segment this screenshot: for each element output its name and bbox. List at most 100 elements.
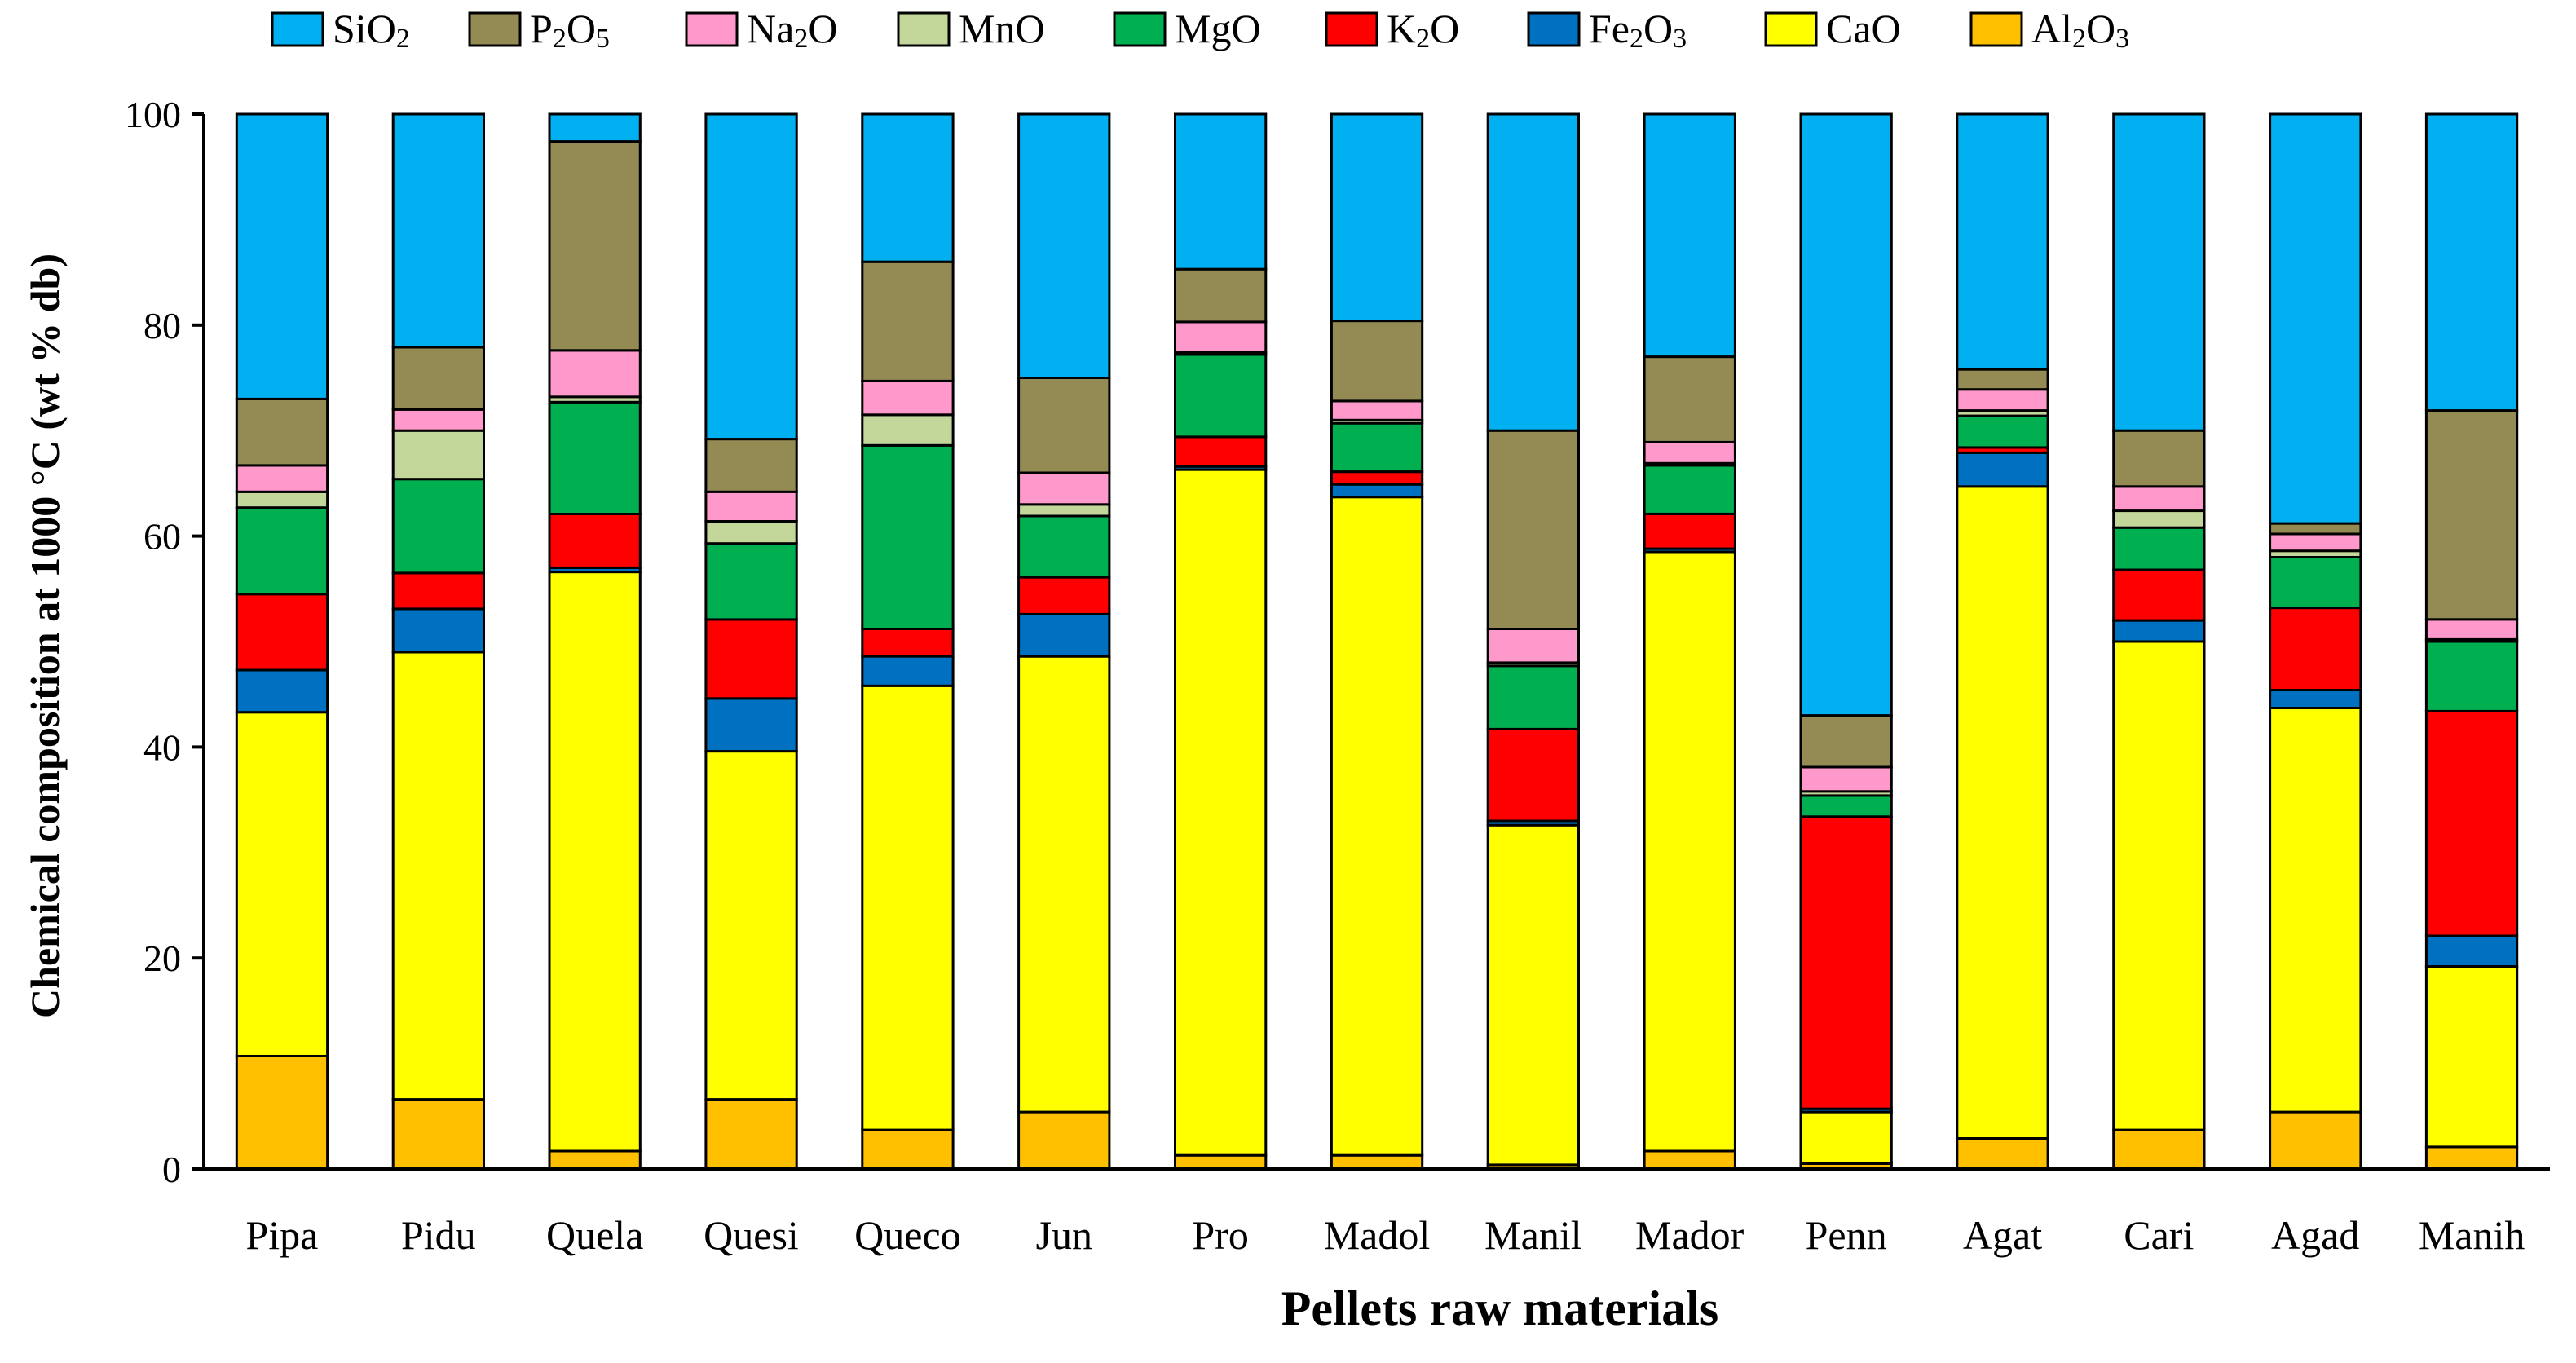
bar-segment-mgo-queco [861, 443, 955, 630]
bar-stack-agad [2269, 112, 2362, 1171]
x-tick-label: Penn [1806, 1212, 1887, 1258]
bar-segment-mgo-agad [2269, 556, 2362, 610]
bar-segment-p2o5-cari [2112, 429, 2206, 488]
bar-segment-p2o5-quesi [704, 438, 798, 493]
bar-segment-na2o-pidu [391, 408, 486, 432]
bar-segment-k2o-manih [2424, 709, 2519, 937]
y-tick-label: 0 [162, 1149, 181, 1190]
bar-segment-k2o-penn [1799, 815, 1893, 1110]
x-tick-label: Mador [1635, 1212, 1745, 1258]
bar-stack-quela [548, 112, 642, 1171]
bar-segment-na2o-cari [2112, 485, 2206, 513]
bar-segment-na2o-madol [1330, 399, 1424, 421]
bar-segment-sio2-manih [2424, 112, 2519, 412]
x-tick-labels: Pipa Pidu Quela Quesi Queco Jun Pro Madol Manil M… [245, 1212, 2525, 1258]
bar-segment-al2o3-mador [1643, 1149, 1736, 1171]
x-tick-label: Pipa [245, 1212, 318, 1258]
bar-segment-fe2o3-agad [2269, 689, 2362, 709]
y-tick-label: 20 [143, 937, 181, 979]
bar-stack-manil [1486, 112, 1580, 1171]
bar-segment-p2o5-pro [1174, 267, 1268, 324]
x-tick-label: Manih [2419, 1212, 2525, 1258]
bar-segment-k2o-madol [1330, 470, 1424, 486]
y-tick-label: 40 [143, 726, 181, 768]
legend-label: Al2O3 [2031, 6, 2129, 54]
legend-swatch [1527, 11, 1581, 47]
legend-swatch [271, 11, 324, 47]
bar-segment-mgo-pidu [391, 478, 486, 575]
bar-segment-sio2-pipa [235, 112, 329, 400]
y-axis-title: Chemical composition at 1000 °C (wt % db… [22, 254, 68, 1018]
legend-item-na2o: Na2O [685, 6, 837, 54]
bar-segment-p2o5-pipa [235, 397, 329, 467]
bar-segment-p2o5-penn [1799, 714, 1893, 769]
legend-label: MnO [959, 6, 1045, 51]
bar-segment-mgo-jun [1017, 514, 1111, 579]
legend-swatch [1969, 11, 2023, 47]
bar-segment-cao-manih [2424, 965, 2519, 1149]
bar-segment-cao-pipa [235, 711, 329, 1057]
bar-segment-k2o-quela [548, 512, 642, 569]
bar-segment-k2o-quesi [704, 618, 798, 700]
bar-segment-al2o3-manih [2424, 1145, 2519, 1171]
bar-stack-penn [1799, 112, 1893, 1171]
legend-label: Fe2O3 [1589, 6, 1687, 54]
bar-segment-cao-penn [1799, 1110, 1893, 1165]
bar-segment-sio2-jun [1017, 112, 1111, 379]
bar-stack-agat [1956, 112, 2049, 1171]
bar-segment-al2o3-pro [1174, 1153, 1268, 1171]
bar-segment-k2o-queco [861, 628, 955, 658]
bar-stack-mador [1643, 112, 1736, 1171]
bar-segment-p2o5-manil [1486, 429, 1580, 631]
bar-segment-cao-madol [1330, 496, 1424, 1157]
bar-segment-cao-manil [1486, 823, 1580, 1167]
bar-segment-cao-pro [1174, 468, 1268, 1157]
legend-item-sio2: SiO2 [271, 6, 410, 54]
legend-item-cao: CaO [1764, 6, 1901, 51]
legend-item-al2o3: Al2O3 [1969, 6, 2129, 54]
bar-segment-fe2o3-agat [1956, 451, 2049, 488]
bar-segment-p2o5-quela [548, 140, 642, 352]
bar-segment-mgo-madol [1330, 421, 1424, 474]
bar-segment-mno-queco [861, 413, 955, 447]
legend-swatch [1113, 11, 1167, 47]
bar-segment-na2o-pro [1174, 320, 1268, 354]
bar-segment-k2o-pro [1174, 435, 1268, 468]
bar-segment-p2o5-queco [861, 260, 955, 382]
bar-segment-mno-cari [2112, 509, 2206, 529]
x-tick-label: Pidu [401, 1212, 476, 1258]
bar-segment-sio2-manil [1486, 112, 1580, 432]
bar-segment-mgo-manil [1486, 664, 1580, 730]
bar-segment-p2o5-pidu [391, 346, 486, 411]
bar-segment-cao-cari [2112, 640, 2206, 1131]
bar-segment-p2o5-jun [1017, 377, 1111, 474]
x-axis-title: Pellets raw materials [1281, 1281, 1718, 1335]
legend-swatch [1764, 11, 1818, 47]
bar-segment-na2o-pipa [235, 464, 329, 493]
y-tick-label: 60 [143, 516, 181, 558]
bar-segment-al2o3-quela [548, 1149, 642, 1171]
bar-segment-sio2-pro [1174, 112, 1268, 271]
x-tick-label: Quela [546, 1212, 643, 1258]
legend-swatch [897, 11, 951, 47]
bar-segment-sio2-agad [2269, 112, 2362, 525]
x-tick-label: Cari [2124, 1212, 2194, 1258]
bar-segment-na2o-quela [548, 349, 642, 399]
bar-segment-mno-jun [1017, 503, 1111, 518]
bar-stack-jun [1017, 112, 1111, 1171]
bar-segment-mgo-quesi [704, 542, 798, 621]
bar-segment-mno-quesi [704, 520, 798, 545]
bar-segment-mno-pipa [235, 490, 329, 509]
bar-segment-al2o3-jun [1017, 1110, 1111, 1171]
x-tick-label: Pro [1192, 1212, 1248, 1258]
bar-segment-al2o3-queco [861, 1128, 955, 1171]
bar-segment-na2o-manil [1486, 628, 1580, 664]
bar-segment-fe2o3-manih [2424, 934, 2519, 968]
bar-segment-mno-pidu [391, 429, 486, 481]
bar-segment-sio2-cari [2112, 112, 2206, 432]
x-tick-label: Manil [1484, 1212, 1581, 1258]
bar-stack-queco [861, 112, 955, 1171]
bar-segment-mgo-agat [1956, 414, 2049, 449]
legend-swatch [1325, 11, 1378, 47]
bar-segment-cao-agat [1956, 485, 2049, 1140]
